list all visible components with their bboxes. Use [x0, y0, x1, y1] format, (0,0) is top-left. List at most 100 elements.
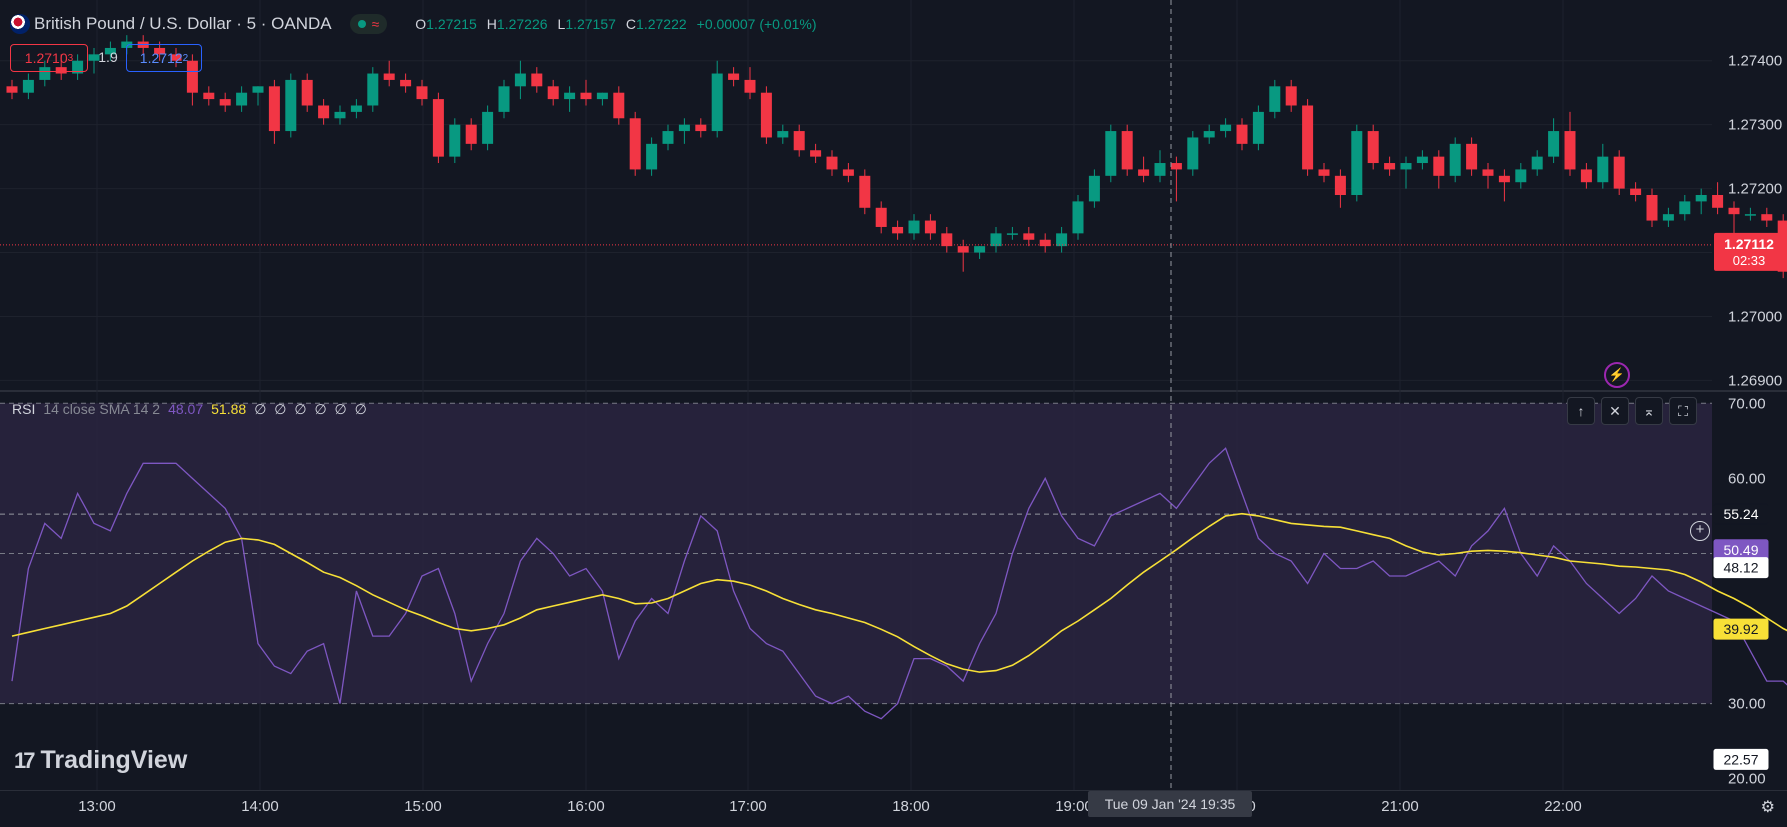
candle-body	[1744, 214, 1756, 216]
time-tick-label: 13:00	[78, 798, 116, 815]
sell-button[interactable]: 1.2710 3	[10, 44, 88, 72]
rsi-value: 48.07	[168, 401, 204, 417]
candle-body	[1203, 131, 1215, 138]
candle-body	[1449, 143, 1461, 176]
wave-icon: ≈	[371, 16, 380, 32]
candle-body	[334, 111, 346, 119]
candle-body	[810, 150, 822, 157]
candle-body	[482, 111, 494, 144]
candle-body	[1220, 124, 1232, 132]
candle-body	[301, 79, 313, 106]
candle-body	[777, 131, 789, 138]
candle-body	[350, 105, 362, 112]
candle-body	[1712, 195, 1724, 208]
candle-body	[1384, 163, 1396, 170]
rsi-params: 14 close SMA 14 2	[43, 401, 161, 417]
current-price-badge	[1714, 232, 1784, 271]
candle-body	[252, 86, 264, 93]
candle-body	[1170, 163, 1182, 170]
candle-body	[449, 124, 461, 157]
candle-body	[400, 79, 412, 87]
market-status-pill[interactable]: ≈	[349, 14, 388, 34]
candle-body	[203, 92, 215, 100]
candle-body	[1515, 169, 1527, 183]
candle-body	[1039, 239, 1051, 247]
candle-body	[695, 124, 707, 132]
candle-body	[1056, 233, 1068, 247]
candle-body	[383, 73, 395, 80]
spread-value: 1.9	[98, 49, 118, 65]
candle-body	[1121, 131, 1133, 170]
collapse-pane-button[interactable]: ⌅	[1635, 397, 1663, 425]
candle-body	[170, 54, 182, 61]
pane-separator	[0, 390, 1787, 392]
candle-body	[974, 246, 986, 253]
candle-body	[564, 92, 576, 100]
candle-body	[268, 86, 280, 132]
low-value: L1.27157	[557, 16, 616, 32]
rsi-line	[11, 447, 1787, 720]
time-tick-label: 15:00	[404, 798, 442, 815]
rsi-value-label: 55.24	[1723, 506, 1758, 522]
crosshair-time-label: Tue 09 Jan '24 19:35	[1088, 791, 1252, 817]
rsi-value-label: 39.92	[1723, 621, 1758, 637]
remove-pane-button[interactable]: ✕	[1601, 397, 1629, 425]
candle-body	[1400, 163, 1412, 170]
candle-body	[531, 73, 543, 87]
candle-body	[1482, 169, 1494, 176]
candle-body	[941, 233, 953, 247]
candle-body	[646, 143, 658, 170]
candle-body	[678, 124, 690, 132]
symbol-title[interactable]: British Pound / U.S. Dollar · 5 · OANDA	[34, 14, 332, 33]
tradingview-logo[interactable]: 17 TradingView	[14, 746, 187, 775]
candle-body	[957, 246, 969, 253]
candle-body	[859, 175, 871, 208]
candle-body	[760, 92, 772, 138]
candle-body	[1761, 214, 1773, 221]
candle-body	[842, 169, 854, 176]
rsi-legend[interactable]: RSI 14 close SMA 14 2 48.07 51.88 ∅ ∅ ∅ …	[12, 401, 369, 418]
candle-body	[613, 92, 625, 119]
candle-body	[1367, 131, 1379, 164]
chart-legend-header: British Pound / U.S. Dollar · 5 · OANDA …	[10, 12, 817, 36]
maximize-pane-button[interactable]: ⛶	[1669, 397, 1697, 425]
open-value: O1.27215	[415, 16, 477, 32]
candle-body	[1006, 233, 1018, 235]
rsi-value-badge	[1713, 557, 1769, 579]
rsi-value-badge	[1713, 618, 1769, 640]
candle-body	[72, 60, 84, 74]
candle-body	[498, 86, 510, 112]
candle-body	[88, 54, 100, 61]
candle-body	[1023, 233, 1035, 240]
time-tick-label: 18:00	[892, 798, 930, 815]
candle-body	[1630, 188, 1642, 195]
candle-body	[1269, 86, 1281, 112]
candle-body	[1728, 207, 1740, 215]
move-pane-up-button[interactable]: ↑	[1567, 397, 1595, 425]
candle-body	[219, 99, 231, 106]
candle-body	[908, 220, 920, 234]
time-axis-bg	[0, 790, 1787, 827]
candle-body	[1580, 169, 1592, 183]
candle-body	[1466, 143, 1478, 170]
candle-body	[154, 47, 166, 55]
logo-text: TradingView	[40, 746, 188, 774]
candle-body	[55, 67, 67, 74]
rsi-empty-values: ∅ ∅ ∅ ∅ ∅ ∅	[254, 401, 369, 417]
candle-body	[1072, 201, 1084, 234]
settings-gear-icon[interactable]: ⚙	[1760, 799, 1775, 816]
candle-body	[892, 226, 904, 234]
buy-button[interactable]: 1.2712 2	[126, 44, 202, 72]
close-value: C1.27222	[625, 16, 687, 32]
candle-body	[728, 73, 740, 80]
candle-body	[662, 131, 674, 144]
rsi-tick-label: 30.00	[1728, 696, 1766, 713]
add-plus-icon[interactable]: +	[1690, 521, 1710, 541]
candle-body	[432, 99, 444, 157]
candle-body	[1252, 111, 1264, 144]
gbp-flag-icon	[10, 14, 30, 34]
lightning-icon[interactable]: ⚡	[1604, 362, 1630, 388]
current-price-label: 1.27112	[1724, 236, 1774, 252]
rsi-tick-label: 60.00	[1728, 470, 1766, 487]
